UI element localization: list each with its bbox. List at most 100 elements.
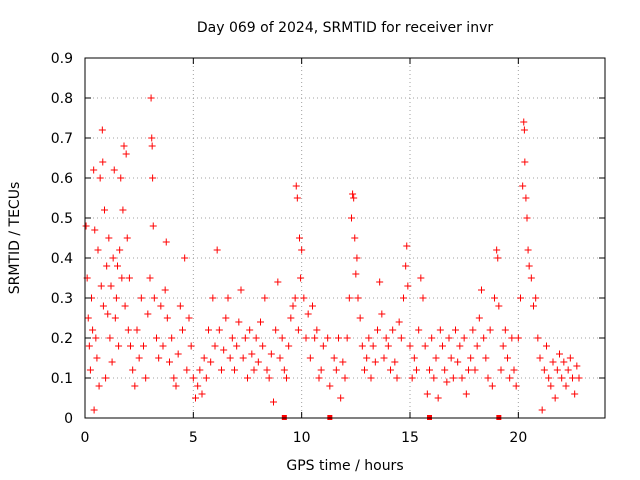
data-point [558,374,566,382]
data-point [494,254,502,262]
data-point [497,366,505,374]
data-point [91,226,99,234]
data-point [102,374,110,382]
data-point [248,350,256,358]
data-point [149,222,157,230]
data-point [349,190,357,198]
data-point [94,246,102,254]
data-point [428,334,436,342]
data-point [566,354,574,362]
data-point [387,366,394,374]
data-point [475,314,483,322]
data-point [135,354,143,362]
data-point [119,206,127,214]
data-point [523,214,531,222]
data-point [168,334,176,342]
data-point [237,286,245,294]
data-point [534,334,542,342]
data-point [367,374,375,382]
axis-ticks [84,57,605,419]
data-point [356,314,364,322]
x-axis-label: GPS time / hours [286,458,403,474]
data-point [192,394,199,402]
data-point [341,374,349,382]
data-point [287,314,295,322]
data-point [345,294,353,302]
grid-lines [85,58,605,418]
data-point [465,366,472,374]
data-point [231,366,238,374]
data-point [140,342,147,350]
data-point [495,302,503,310]
data-point [351,234,359,242]
data-point [252,334,260,342]
data-point [97,282,105,290]
data-point [543,342,550,350]
tick-labels: 0 0.1 0.2 0.3 0.4 0.5 0.6 0.7 0.8 0.9 0 5 10 15 20 [51,51,528,446]
data-point [98,126,106,134]
data-point [514,334,522,342]
data-point [172,382,180,390]
data-point [391,358,399,366]
data-point [194,382,202,390]
data-point [311,334,319,342]
x-tick-label: 20 [509,430,527,446]
data-point [270,398,277,406]
data-point [150,294,158,302]
data-point [246,326,254,334]
data-point [358,342,366,350]
x-tick-label: 5 [189,430,198,446]
data-point [297,274,305,282]
data-point [185,314,193,322]
data-point [257,318,264,326]
data-point [525,262,533,270]
data-point [278,334,286,342]
data-point [96,174,104,182]
data-point [112,294,120,302]
data-point [218,366,225,374]
plot-frame [84,57,606,419]
data-point [99,302,107,310]
data-point [263,366,271,374]
data-point [144,310,152,318]
data-point [95,382,103,390]
data-point [352,270,360,278]
data-point [436,326,444,334]
data-point [478,286,485,294]
data-point [116,246,124,254]
data-point [205,326,212,334]
data-point [530,302,537,310]
data-point [462,390,470,398]
data-point [122,150,130,158]
data-point [471,366,479,374]
data-point [332,366,340,374]
data-point [239,354,247,362]
data-point [374,326,381,334]
data-point [304,310,312,318]
data-point [573,362,581,370]
data-point [380,354,388,362]
data-point [337,394,345,402]
data-point [486,326,494,334]
data-point [120,142,128,150]
data-point [146,274,154,282]
data-point [118,274,126,282]
data-point [484,374,492,382]
data-point [93,354,101,362]
data-point [129,366,137,374]
data-point [147,94,155,102]
data-point [111,314,119,322]
data-point [469,326,477,334]
data-point [488,382,496,390]
data-point [315,374,323,382]
data-point [82,222,90,230]
data-point [115,342,123,350]
data-point [569,374,576,382]
data-point [222,314,230,322]
data-point [371,358,379,366]
data-point [517,294,524,302]
data-point [402,262,410,270]
data-point [571,390,579,398]
y-tick-label: 0.8 [51,91,73,107]
data-point [354,294,362,302]
